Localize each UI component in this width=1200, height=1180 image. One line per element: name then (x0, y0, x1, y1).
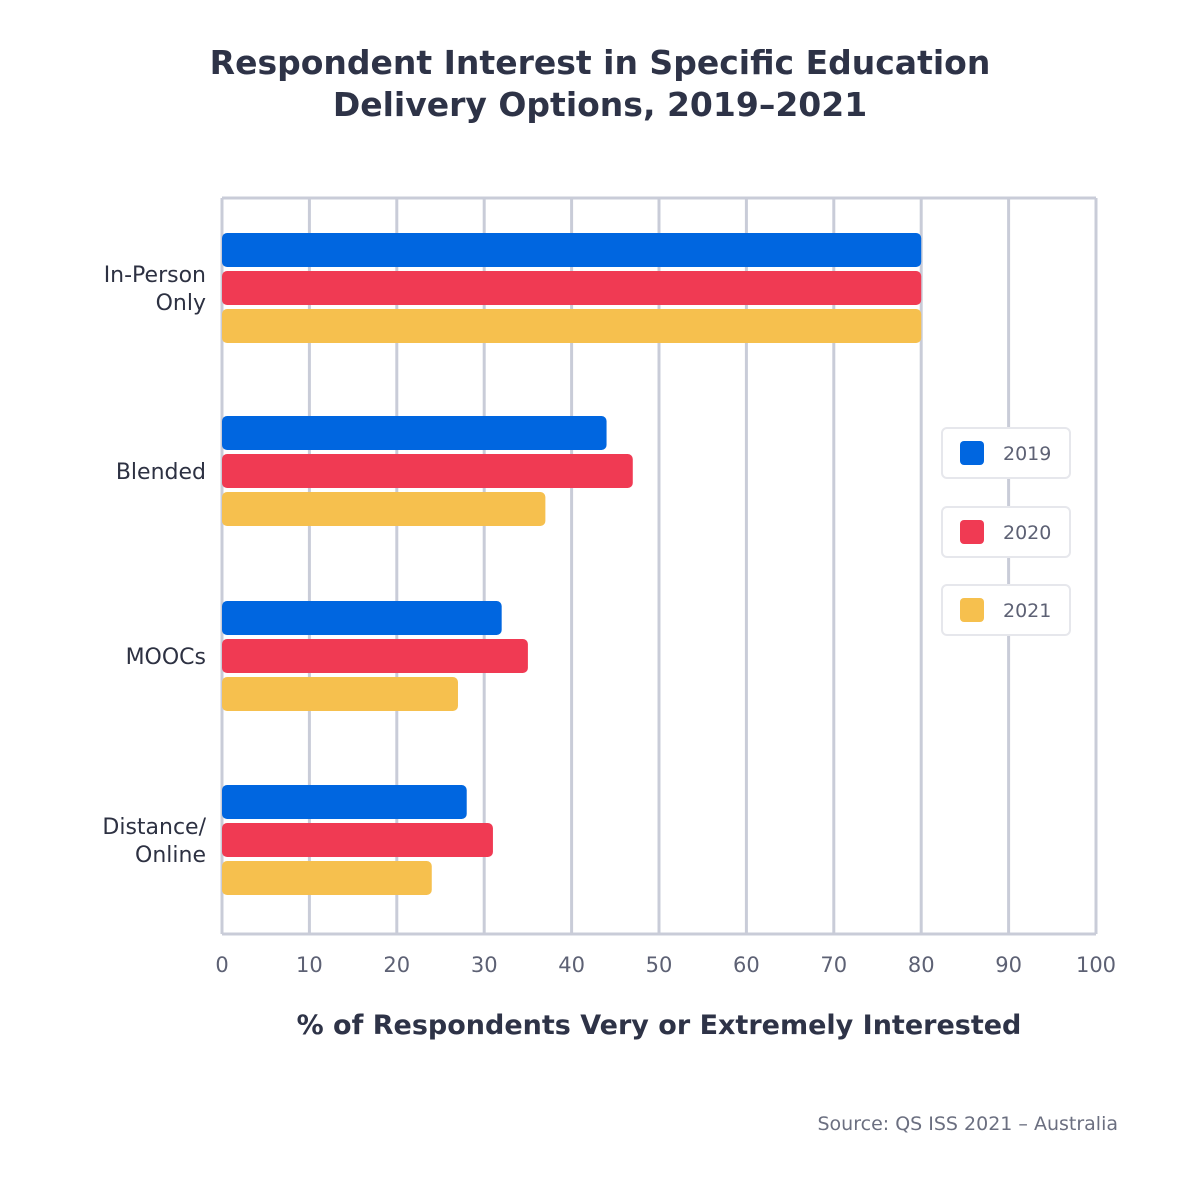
x-tick-label: 30 (471, 953, 498, 977)
x-tick-label: 20 (383, 953, 410, 977)
chart-title: Respondent Interest in Specific Educatio… (0, 42, 1200, 126)
category-label: Blended (116, 460, 206, 485)
x-tick-label: 70 (820, 953, 847, 977)
legend-label: 2019 (1003, 443, 1051, 465)
category-label: Only (156, 291, 206, 316)
chart-title-line-1: Respondent Interest in Specific Educatio… (209, 43, 991, 82)
chart-title-line-2: Delivery Options, 2019–2021 (332, 85, 868, 124)
x-tick-label: 0 (215, 953, 228, 977)
category-label: Distance/ (102, 815, 206, 840)
bar-2020 (222, 271, 922, 305)
category-label: Online (135, 843, 206, 868)
bar-2020 (222, 454, 633, 488)
x-tick-label: 10 (296, 953, 323, 977)
legend-item-2021 (941, 584, 1071, 636)
legend-item-2020 (941, 506, 1071, 558)
x-tick-label: 60 (733, 953, 760, 977)
bar-2019 (222, 601, 502, 635)
x-tick-label: 90 (995, 953, 1022, 977)
legend-swatch-2021 (960, 598, 984, 622)
legend-swatch-2019 (960, 441, 984, 465)
x-axis-title: % of Respondents Very or Extremely Inter… (297, 1010, 1022, 1041)
category-label: MOOCs (126, 645, 206, 670)
legend-label: 2020 (1003, 522, 1051, 544)
x-tick-label: 50 (646, 953, 673, 977)
bar-2019 (222, 416, 607, 450)
source-note: Source: QS ISS 2021 – Australia (817, 1113, 1119, 1135)
bar-2021 (222, 861, 432, 895)
category-label: In-Person (104, 263, 206, 288)
x-tick-label: 80 (908, 953, 935, 977)
legend-label: 2021 (1003, 600, 1051, 622)
bar-2021 (222, 677, 458, 711)
bar-2019 (222, 785, 467, 819)
legend-item-2019 (941, 427, 1071, 479)
x-tick-label: 100 (1076, 953, 1116, 977)
bar-2020 (222, 639, 528, 673)
legend-swatch-2020 (960, 520, 984, 544)
x-tick-label: 40 (558, 953, 585, 977)
bar-2019 (222, 233, 922, 267)
bar-2021 (222, 309, 922, 343)
bar-2021 (222, 492, 546, 526)
bar-2020 (222, 823, 493, 857)
